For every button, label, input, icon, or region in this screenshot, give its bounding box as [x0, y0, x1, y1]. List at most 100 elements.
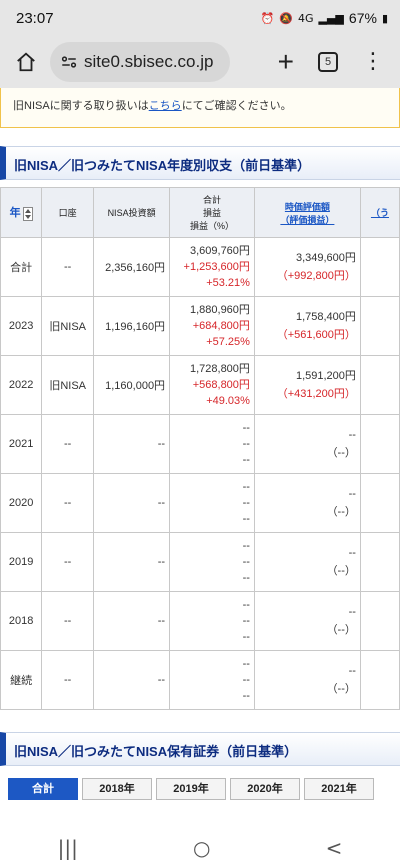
cell-market-value: 3,349,600円 （+992,800円） [253, 237, 361, 297]
valuation-gain: （+561,600円） [276, 329, 356, 341]
cell-year: 2023 [0, 296, 43, 356]
market-value: -- [348, 547, 356, 559]
market-value: 1,758,400円 [295, 311, 356, 323]
cell-market-value: -- （--） [253, 591, 361, 651]
home-button[interactable] [8, 44, 44, 80]
market-value-link[interactable]: 時価評価額 [284, 201, 330, 212]
col-header-account: 口座 [41, 187, 95, 238]
sort-icon[interactable] [22, 206, 33, 221]
market-value: 1,591,200円 [295, 370, 356, 382]
browser-toolbar: site0.sbisec.co.jp + 5 ⋮ [0, 36, 400, 88]
site-settings-icon[interactable] [60, 53, 78, 71]
url-text: site0.sbisec.co.jp [84, 52, 214, 71]
battery-percent: 67% [348, 10, 377, 26]
table-row: 合計 -- 2,356,160円 3,609,760円 +1,253,600円 +53.2… [0, 237, 400, 297]
cell-investment: -- [93, 532, 171, 592]
cell-investment: -- [93, 414, 171, 474]
home-circle-icon[interactable]: ○ [193, 835, 211, 860]
menu-icon[interactable]: ⋮ [362, 49, 384, 74]
total-gain: -- [242, 438, 250, 450]
system-nav-bar: ||| ○ < [0, 828, 400, 867]
cell-total: -- -- -- [169, 414, 255, 474]
table-body: 合計 -- 2,356,160円 3,609,760円 +1,253,600円 +53.2… [0, 237, 400, 710]
tab-switcher-button[interactable]: 5 [318, 52, 338, 72]
notice-text: 旧NISAに関する取り扱いは [13, 100, 149, 112]
market-value: -- [348, 488, 356, 500]
total-gain: -- [242, 497, 250, 509]
status-bar: 23:07 ⏰ 🔕 4G ▂▄▆ 67% ▮ [0, 0, 400, 36]
total-gain-percent: -- [242, 631, 250, 643]
market-value: -- [348, 665, 356, 677]
total-header-line1: 合計 [202, 195, 221, 205]
table-row: 2019 -- -- -- -- -- -- （--） [0, 532, 400, 592]
total-gain-percent: -- [242, 690, 250, 702]
address-bar[interactable]: site0.sbisec.co.jp [50, 42, 230, 82]
cell-year: 2020 [0, 473, 43, 533]
col-header-extra[interactable]: （う [359, 187, 400, 238]
valuation-gain: （--） [326, 447, 356, 459]
total-gain: +684,800円 [192, 320, 250, 332]
section-heading-annual: 旧NISA／旧つみたてNISA年度別収支（前日基準） [0, 146, 400, 180]
tab-year[interactable]: 2018年 [82, 778, 152, 800]
status-icons: ⏰ 🔕 4G ▂▄▆ 67% ▮ [261, 10, 388, 26]
cell-total: 1,728,800円 +568,800円 +49.03% [169, 355, 255, 415]
valuation-gain: （--） [326, 506, 356, 518]
market-value: -- [348, 429, 356, 441]
notice-text-suffix: にてご確認ください。 [181, 100, 292, 112]
year-tabs: 合計 2018年 2019年 2020年 2021年 [8, 778, 374, 800]
total-gain-percent: -- [242, 572, 250, 584]
cell-extra [359, 650, 400, 710]
extra-header-link[interactable]: （う [370, 208, 389, 218]
tab-year[interactable]: 合計 [8, 778, 78, 800]
recent-apps-icon[interactable]: ||| [57, 835, 78, 860]
col-header-total: 合計 損益 損益（%） [169, 187, 255, 238]
cell-investment: -- [93, 591, 171, 651]
total-value: -- [242, 540, 250, 552]
total-value: -- [242, 658, 250, 670]
cell-year: 2021 [0, 414, 43, 474]
signal-type: 4G [297, 11, 314, 25]
cell-total: 3,609,760円 +1,253,600円 +53.21% [169, 237, 255, 297]
cell-account: -- [41, 650, 95, 710]
table-header-row: 年 口座 NISA投資額 合計 損益 損益（%） 時価評価額 （評価損益） （う [0, 187, 400, 238]
cell-market-value: 1,758,400円 （+561,600円） [253, 296, 361, 356]
col-header-year[interactable]: 年 [0, 187, 43, 238]
table-row: 2022 旧NISA 1,160,000円 1,728,800円 +568,800円 +4… [0, 355, 400, 415]
total-gain: +568,800円 [192, 379, 250, 391]
cell-account: 旧NISA [41, 296, 95, 356]
tab-year[interactable]: 2020年 [230, 778, 300, 800]
signal-icon: ▂▄▆ [318, 11, 344, 25]
new-tab-icon[interactable]: + [277, 46, 294, 77]
total-gain: -- [242, 615, 250, 627]
cell-account: -- [41, 237, 95, 297]
tab-year[interactable]: 2019年 [156, 778, 226, 800]
cell-extra [359, 414, 400, 474]
cell-extra [359, 355, 400, 415]
table-row: 2023 旧NISA 1,196,160円 1,880,960円 +684,800円 +5… [0, 296, 400, 356]
table-row: 2020 -- -- -- -- -- -- （--） [0, 473, 400, 533]
cell-year: 継続 [0, 650, 43, 710]
valuation-gain: （--） [326, 565, 356, 577]
year-header-label: 年 [9, 207, 21, 220]
total-gain-percent: +49.03% [206, 395, 250, 407]
notice-link[interactable]: こちら [148, 100, 182, 112]
back-icon[interactable]: < [325, 835, 343, 860]
col-header-market-value[interactable]: 時価評価額 （評価損益） [253, 187, 361, 238]
valuation-gain-link[interactable]: （評価損益） [280, 214, 335, 225]
total-value: -- [242, 422, 250, 434]
cell-total: -- -- -- [169, 532, 255, 592]
cell-investment: 1,196,160円 [93, 296, 171, 356]
total-gain-percent: +53.21% [206, 277, 250, 289]
market-value: -- [348, 606, 356, 618]
tab-year[interactable]: 2021年 [304, 778, 374, 800]
cell-year: 2019 [0, 532, 43, 592]
alarm-icon: ⏰ [260, 11, 275, 25]
valuation-gain: （--） [326, 683, 356, 695]
total-value: -- [242, 481, 250, 493]
section-heading-holdings: 旧NISA／旧つみたてNISA保有証券（前日基準） [0, 732, 400, 766]
cell-investment: -- [93, 473, 171, 533]
market-value: 3,349,600円 [295, 252, 356, 264]
total-gain: +1,253,600円 [183, 261, 250, 273]
cell-market-value: -- （--） [253, 473, 361, 533]
cell-year: 合計 [0, 237, 43, 297]
